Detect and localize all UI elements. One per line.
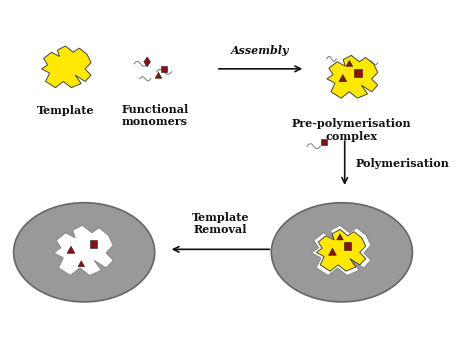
Bar xyxy=(161,66,167,72)
Polygon shape xyxy=(54,225,113,275)
Polygon shape xyxy=(337,234,343,240)
Text: Assembly: Assembly xyxy=(231,45,289,56)
Polygon shape xyxy=(155,72,162,78)
Bar xyxy=(344,242,351,250)
Polygon shape xyxy=(41,46,91,88)
Text: Polymerisation: Polymerisation xyxy=(356,158,450,169)
Text: Pre-polymerisation
complex: Pre-polymerisation complex xyxy=(291,118,411,142)
Polygon shape xyxy=(339,75,347,82)
Polygon shape xyxy=(316,230,366,271)
Polygon shape xyxy=(67,246,75,253)
Polygon shape xyxy=(144,57,151,67)
Ellipse shape xyxy=(14,203,155,302)
Text: Functional
monomers: Functional monomers xyxy=(121,103,188,127)
Text: Template
Removal: Template Removal xyxy=(192,212,249,236)
Bar xyxy=(354,69,362,77)
Polygon shape xyxy=(329,248,336,255)
Bar xyxy=(321,139,327,145)
Polygon shape xyxy=(311,225,371,275)
Polygon shape xyxy=(346,61,353,66)
Ellipse shape xyxy=(271,203,412,302)
Bar xyxy=(90,240,97,248)
Polygon shape xyxy=(327,55,378,98)
Polygon shape xyxy=(78,261,85,267)
Text: Template: Template xyxy=(37,104,94,116)
